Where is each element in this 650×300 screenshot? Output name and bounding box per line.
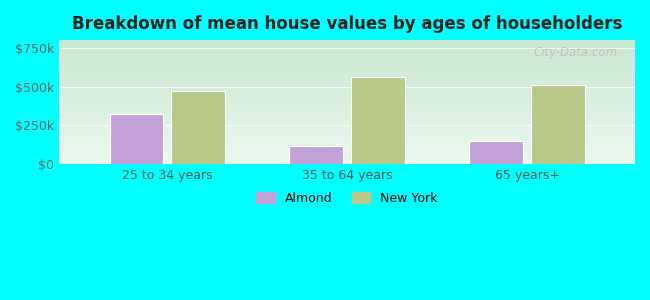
Legend: Almond, New York: Almond, New York: [252, 187, 443, 210]
Bar: [289, 146, 343, 164]
Bar: [350, 77, 405, 164]
Title: Breakdown of mean house values by ages of householders: Breakdown of mean house values by ages o…: [72, 15, 622, 33]
Bar: [469, 141, 523, 164]
Text: City-Data.com: City-Data.com: [534, 46, 618, 59]
Bar: [109, 114, 164, 164]
Bar: [171, 91, 225, 164]
Bar: [530, 85, 584, 164]
